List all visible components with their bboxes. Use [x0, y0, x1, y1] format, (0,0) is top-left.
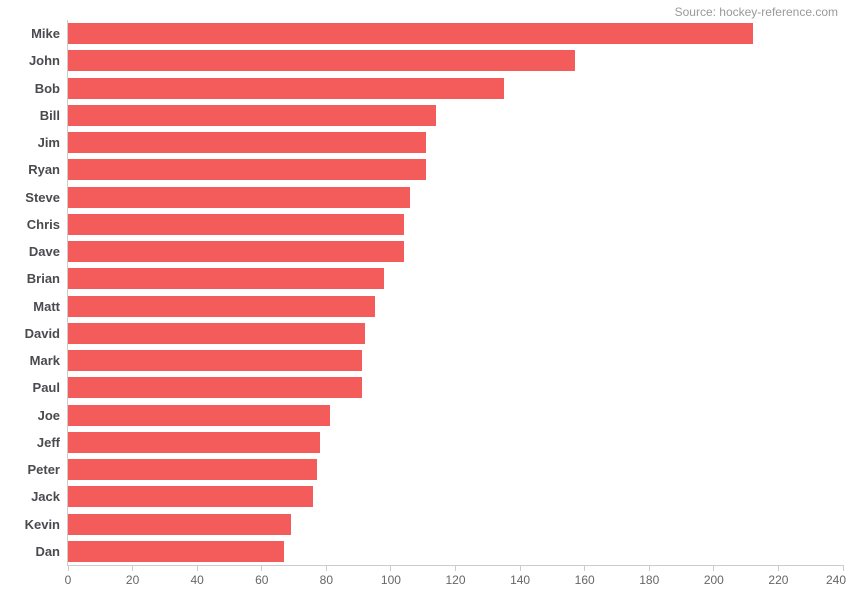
bar[interactable]	[68, 77, 504, 99]
category-label: Chris	[26, 216, 60, 232]
tick-mark	[196, 566, 198, 571]
category-label: Mark	[29, 353, 60, 368]
bar[interactable]	[68, 268, 385, 290]
category-label: Bill	[39, 107, 60, 123]
bar[interactable]	[68, 459, 317, 481]
category-label: Brian	[26, 271, 60, 287]
tick-label: 160	[574, 573, 595, 587]
tick-mark	[132, 566, 134, 571]
source-credit: Source: hockey-reference.com	[674, 5, 838, 19]
bar[interactable]	[68, 350, 362, 372]
bar[interactable]	[68, 322, 366, 344]
tick-mark	[713, 566, 715, 571]
tick-label: 240	[825, 573, 846, 587]
bar[interactable]	[68, 23, 753, 45]
bar[interactable]	[68, 295, 375, 317]
tick-label: 80	[319, 573, 333, 587]
category-label: Dan	[35, 543, 60, 559]
tick-mark	[584, 566, 586, 571]
category-label: Ryan	[28, 162, 60, 178]
bar[interactable]	[68, 513, 291, 535]
tick-label: 140	[510, 573, 531, 587]
bar[interactable]	[68, 404, 330, 426]
plot-area	[68, 20, 843, 565]
category-label: Joe	[37, 407, 60, 423]
category-label: Bob	[34, 80, 60, 96]
bar[interactable]	[68, 213, 404, 235]
category-label: Mike	[31, 26, 60, 41]
category-axis: Mike John Bob Bill Jim Ryan Steve Chris Dave Bria…	[0, 20, 60, 565]
tick-mark	[842, 566, 844, 571]
bar[interactable]	[68, 377, 362, 399]
category-label: Jim	[37, 135, 60, 150]
tick-label: 180	[639, 573, 660, 587]
bar[interactable]	[68, 431, 320, 453]
bar[interactable]	[68, 486, 314, 508]
tick-label: 40	[190, 573, 204, 587]
category-label: Steve	[25, 189, 60, 205]
category-label: John	[28, 53, 60, 69]
category-label: Jeff	[36, 434, 60, 450]
tick-mark	[519, 566, 521, 571]
tick-mark	[325, 566, 327, 571]
tick-mark	[777, 566, 779, 571]
category-label: Peter	[27, 462, 60, 477]
tick-label: 0	[64, 573, 72, 587]
tick-label: 200	[703, 573, 724, 587]
category-label: Dave	[28, 244, 60, 259]
category-label: Paul	[32, 380, 60, 396]
x-axis-line	[67, 565, 844, 566]
tick-label: 60	[255, 573, 269, 587]
category-label: David	[24, 325, 60, 341]
tick-label: 20	[125, 573, 140, 587]
bar[interactable]	[68, 104, 437, 126]
bar[interactable]	[68, 159, 427, 181]
tick-mark	[390, 566, 392, 571]
tick-mark	[455, 566, 456, 571]
category-label: Kevin	[24, 516, 60, 532]
tick-mark	[261, 566, 263, 571]
bar[interactable]	[68, 241, 404, 263]
tick-label: 120	[445, 573, 466, 587]
y-axis-line	[67, 20, 68, 566]
tick-mark	[67, 566, 69, 571]
tick-label: 100	[380, 573, 401, 587]
bar[interactable]	[68, 186, 411, 208]
category-label: Jack	[31, 489, 60, 505]
tick-mark	[648, 566, 650, 571]
bar[interactable]	[68, 132, 427, 154]
bar[interactable]	[68, 50, 575, 72]
tick-label: 220	[768, 573, 789, 587]
bar[interactable]	[68, 540, 285, 562]
category-label: Matt	[33, 298, 60, 314]
